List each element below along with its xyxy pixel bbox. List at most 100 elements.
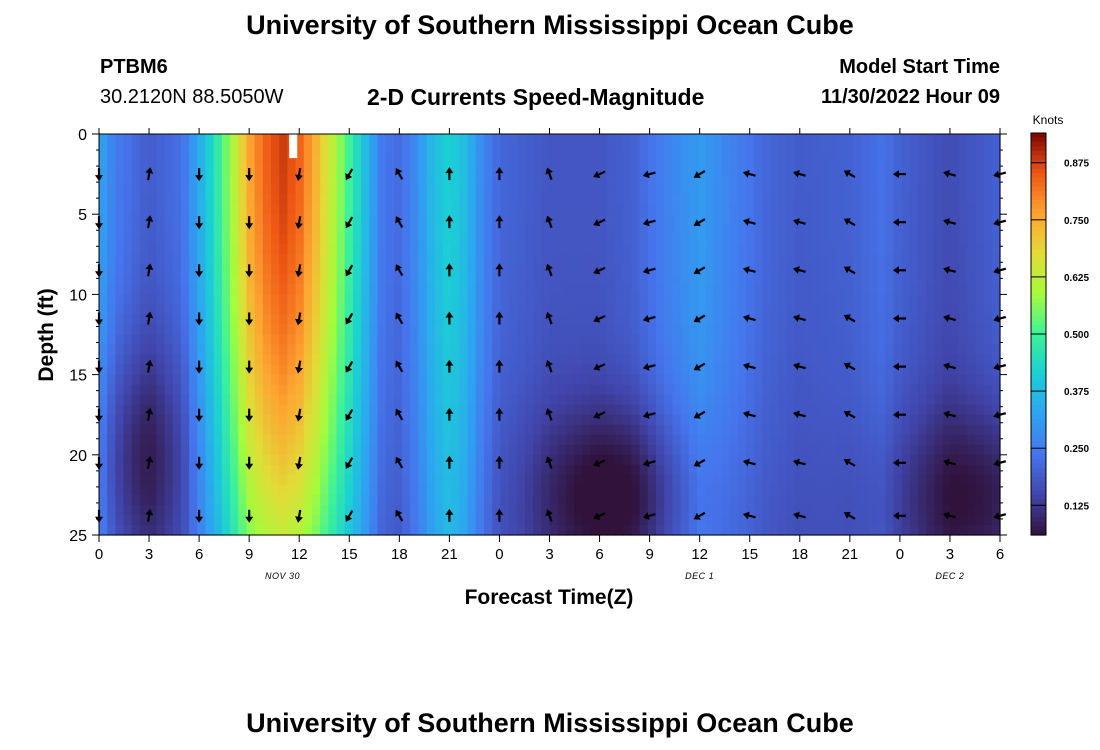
heatmap-cell [574, 514, 583, 526]
heatmap-cell [549, 404, 559, 416]
heatmap-cell [287, 204, 297, 215]
heatmap-cell [385, 224, 395, 235]
heatmap-cell [885, 314, 895, 326]
heatmap-cell [647, 504, 657, 516]
heatmap-cell [459, 164, 469, 175]
heatmap-cell [287, 384, 297, 396]
heatmap-cell [344, 464, 354, 476]
heatmap-cell [148, 524, 157, 536]
heatmap-cell [164, 294, 174, 306]
current-vector-arrow [545, 311, 553, 325]
heatmap-cell [328, 264, 338, 275]
heatmap-cell [959, 284, 968, 296]
heatmap-cell [787, 224, 796, 235]
heatmap-cell [311, 134, 321, 145]
heatmap-cell [762, 454, 772, 466]
heatmap-cell [852, 414, 862, 426]
heatmap-cell [721, 434, 731, 446]
heatmap-cell [615, 224, 624, 235]
heatmap-cell [598, 474, 608, 486]
heatmap-cell [426, 234, 436, 245]
heatmap-cell [565, 264, 575, 275]
heatmap-cell [901, 364, 911, 376]
heatmap-cell [483, 184, 493, 195]
heatmap-cell [754, 334, 764, 346]
heatmap-cell [500, 314, 510, 326]
current-vector-arrow [593, 266, 606, 275]
heatmap-cell [467, 184, 477, 195]
heatmap-cell [107, 224, 116, 235]
heatmap-cell [705, 134, 714, 145]
heatmap-cell [934, 224, 944, 235]
heatmap-cell [99, 284, 108, 296]
heatmap-cell [180, 524, 190, 536]
heatmap-cell [492, 514, 501, 526]
heatmap-cell [418, 394, 428, 406]
heatmap-cell [508, 274, 518, 285]
heatmap-cell [393, 324, 403, 336]
heatmap-cell [418, 494, 428, 506]
heatmap-cell [795, 434, 805, 446]
arrow-head [195, 319, 204, 326]
heatmap-cell [926, 184, 936, 195]
heatmap-cell [107, 204, 116, 215]
heatmap-cell [926, 384, 936, 396]
heatmap-cell [885, 344, 895, 356]
heatmap-cell [918, 174, 927, 185]
heatmap-cell [631, 254, 641, 265]
heatmap-cell [172, 204, 182, 215]
heatmap-cell [475, 474, 485, 486]
heatmap-cell [352, 524, 362, 536]
heatmap-cell [99, 264, 108, 275]
heatmap-cell [361, 154, 370, 165]
colorbar-swatch [1031, 133, 1046, 139]
heatmap-cell [590, 454, 600, 466]
heatmap-cell [836, 244, 845, 255]
heatmap-cell [164, 284, 174, 296]
heatmap-cell [819, 424, 829, 436]
heatmap-cell [172, 354, 182, 366]
heatmap-cell [344, 334, 354, 346]
heatmap-cell [696, 184, 706, 195]
heatmap-cell [860, 204, 870, 215]
arrow-head [495, 311, 504, 318]
heatmap-cell [180, 444, 190, 456]
heatmap-cell [541, 414, 551, 426]
heatmap-cell [680, 254, 690, 265]
heatmap-cell [926, 194, 936, 205]
heatmap-cell [737, 204, 747, 215]
heatmap-cell [180, 274, 190, 285]
heatmap-cell [787, 254, 796, 265]
heatmap-cell [647, 524, 657, 536]
heatmap-cell [246, 164, 256, 175]
heatmap-cell [205, 224, 215, 235]
heatmap-cell [410, 294, 420, 306]
heatmap-cell [778, 444, 788, 456]
heatmap-cell [205, 214, 215, 225]
current-vector-arrow [245, 264, 254, 278]
heatmap-cell [238, 214, 248, 225]
heatmap-cell [410, 444, 420, 456]
heatmap-cell [647, 234, 657, 245]
heatmap-cell [574, 344, 583, 356]
heatmap-cell [311, 214, 321, 225]
heatmap-cell [287, 474, 297, 486]
heatmap-cell [836, 484, 845, 496]
heatmap-cell [426, 484, 436, 496]
heatmap-cell [721, 494, 731, 506]
heatmap-cell [139, 494, 149, 506]
heatmap-cell [877, 134, 886, 145]
heatmap-cell [492, 294, 501, 306]
heatmap-cell [361, 214, 370, 225]
heatmap-cell [655, 404, 665, 416]
heatmap-cell [344, 344, 354, 356]
heatmap-cell [631, 194, 641, 205]
heatmap-cell [754, 264, 764, 275]
heatmap-cell [492, 494, 501, 506]
heatmap-cell [672, 364, 682, 376]
heatmap-cell [230, 134, 239, 145]
heatmap-cell [230, 244, 239, 255]
heatmap-cell [918, 214, 927, 225]
heatmap-cell [811, 514, 821, 526]
heatmap-cell [451, 134, 460, 145]
